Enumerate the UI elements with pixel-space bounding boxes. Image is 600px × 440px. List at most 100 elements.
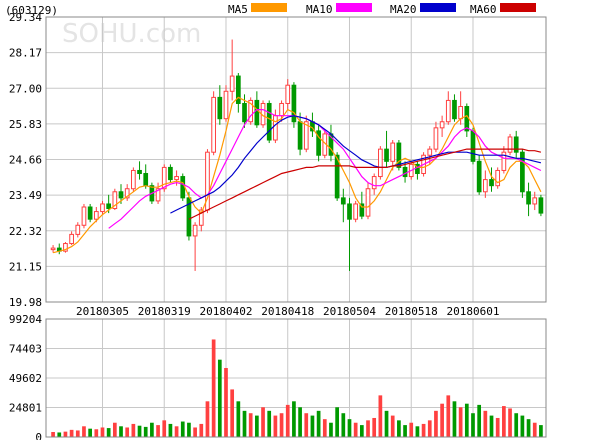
- price-tick-label: 28.17: [9, 47, 42, 60]
- candle-body: [279, 102, 284, 117]
- date-tick-label: 20180418: [261, 305, 314, 318]
- candle-body: [482, 179, 488, 193]
- volume-bar: [359, 425, 364, 437]
- volume-bar: [322, 419, 327, 437]
- volume-bar: [483, 410, 488, 437]
- candle-body: [452, 99, 457, 120]
- volume-bar: [304, 413, 309, 437]
- candle-body: [371, 176, 377, 190]
- candle-body: [501, 151, 507, 171]
- candle-body: [69, 233, 74, 245]
- volume-bar: [82, 426, 86, 437]
- volume-bar: [112, 422, 117, 437]
- volume-bar: [236, 401, 241, 437]
- candle-body: [402, 166, 408, 178]
- candle-body: [266, 102, 272, 141]
- volume-tick-label: 0: [35, 431, 42, 440]
- candle-body: [143, 173, 149, 187]
- volume-bar: [285, 404, 290, 437]
- volume-bar: [63, 431, 68, 437]
- candle-body: [427, 148, 433, 156]
- legend-swatch-ma10: [336, 3, 372, 12]
- date-tick-label: 20180601: [446, 305, 499, 318]
- volume-bar: [464, 403, 469, 437]
- price-panel-frame: [45, 16, 547, 303]
- volume-panel-frame: [45, 318, 547, 438]
- candle-body: [211, 96, 216, 153]
- candle-body: [489, 179, 494, 187]
- candle-body: [458, 106, 463, 120]
- candle-body: [254, 99, 260, 126]
- candle-body: [297, 121, 303, 150]
- volume-bar: [279, 413, 284, 437]
- volume-bar: [131, 423, 136, 437]
- volume-bars: [51, 339, 543, 437]
- volume-bar: [168, 423, 173, 437]
- candle-body: [359, 203, 365, 217]
- candle-body: [365, 188, 371, 217]
- candle-body: [532, 197, 538, 205]
- candle-body: [353, 203, 359, 220]
- volume-bar: [193, 427, 197, 437]
- candle-body: [235, 75, 241, 104]
- volume-bar: [224, 368, 228, 437]
- date-tick-label: 20180305: [76, 305, 129, 318]
- price-tick-label: 21.15: [9, 260, 42, 273]
- volume-bar: [51, 432, 55, 437]
- candle-body: [347, 203, 352, 220]
- candle-body: [180, 176, 186, 199]
- price-tick-label: 19.98: [9, 296, 42, 309]
- volume-bar: [329, 422, 333, 437]
- candle-body: [137, 169, 142, 175]
- grid: [46, 17, 546, 437]
- volume-tick-label: 49602: [9, 372, 42, 385]
- volume-bar: [143, 426, 148, 437]
- candle-body: [291, 84, 297, 123]
- candle-body: [81, 206, 87, 226]
- price-tick-label: 25.83: [9, 118, 42, 131]
- volume-bar: [162, 420, 167, 437]
- volume-bar: [69, 429, 74, 437]
- candle-body: [124, 188, 130, 199]
- volume-bar: [88, 428, 92, 437]
- candle-body: [513, 136, 519, 153]
- volume-bar: [199, 423, 204, 437]
- volume-bar: [248, 413, 253, 437]
- volume-bar: [100, 427, 105, 437]
- ma20-line: [170, 115, 542, 214]
- legend-swatch-ma20: [420, 3, 456, 12]
- candle-body: [507, 136, 513, 153]
- volume-bar: [458, 407, 463, 437]
- volume-bar: [57, 432, 62, 437]
- candle-body: [131, 169, 136, 190]
- price-tick-label: 23.49: [9, 189, 42, 202]
- volume-bar: [137, 425, 142, 437]
- volume-bar: [267, 410, 272, 437]
- volume-bar: [539, 425, 543, 437]
- volume-bar: [434, 410, 438, 437]
- candle-body: [112, 191, 118, 210]
- candle-body: [248, 99, 254, 123]
- date-tick-label: 20180402: [199, 305, 252, 318]
- volume-bar: [403, 425, 407, 437]
- candle-body: [378, 148, 383, 178]
- ma5-line: [52, 96, 542, 254]
- volume-bar: [427, 420, 432, 437]
- volume-bar: [125, 427, 130, 437]
- candle-body: [155, 188, 161, 202]
- volume-bar: [415, 426, 420, 437]
- candle-body: [198, 209, 204, 226]
- volume-tick-label: 24801: [9, 402, 42, 415]
- price-axis: 29.34 28.17 27.00 25.83 24.66 23.49 22.32 21.15…: [9, 11, 42, 309]
- volume-bar: [372, 417, 377, 437]
- candle-body: [223, 90, 229, 120]
- candle-body: [93, 211, 99, 220]
- volume-bar: [205, 401, 210, 437]
- volume-bar: [335, 407, 339, 437]
- candle-body: [520, 151, 525, 193]
- candle-body: [192, 224, 198, 237]
- volume-bar: [341, 413, 346, 437]
- volume-bar: [174, 426, 179, 437]
- candle-body: [217, 96, 223, 120]
